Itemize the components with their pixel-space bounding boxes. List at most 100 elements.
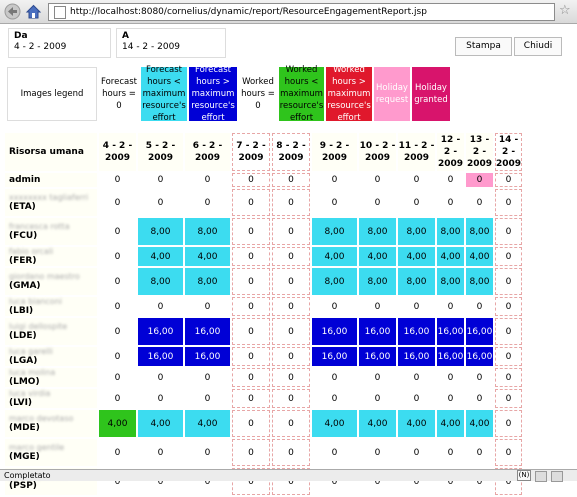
hours-cell: 16,00 (138, 318, 183, 345)
resource-code: (FCU) (9, 231, 38, 241)
resource-name-redacted: fabio orcali (9, 247, 54, 256)
hours-cell: 0 (398, 173, 435, 187)
hours-cell: 0 (272, 410, 310, 437)
hours-cell: 4,00 (466, 247, 493, 266)
hours-cell: 8,00 (312, 268, 357, 295)
hours-cell: 0 (99, 318, 136, 345)
hours-cell: 0 (495, 247, 523, 266)
hours-cell: 8,00 (398, 218, 435, 245)
hours-cell: 8,00 (437, 218, 464, 245)
table-row: luca garelli (LGA) 0 16,00 16,00 0 0 16,00 16,00… (5, 347, 523, 366)
hours-cell: 0 (99, 347, 136, 366)
hours-cell: 0 (359, 389, 396, 408)
addon-icon (551, 471, 563, 482)
resource-name-cell: giordano maestro (GMA) (5, 268, 97, 295)
date-header: 10 - 2 - 2009 (359, 133, 396, 171)
hours-cell: 0 (185, 297, 230, 316)
hours-cell: 4,00 (138, 247, 183, 266)
table-row: fabio orcali (FER) 0 4,00 4,00 0 0 4,00 4,00 4,00… (5, 247, 523, 266)
hours-cell: 4,00 (359, 410, 396, 437)
table-row: luigi dellospite (LDE) 0 16,00 16,00 0 0 16,00 1… (5, 318, 523, 345)
legend-title: Images legend (7, 67, 97, 121)
hours-cell: 0 (495, 318, 523, 345)
hours-cell: 0 (398, 297, 435, 316)
hours-cell: 16,00 (359, 318, 396, 345)
hours-cell: 4,00 (185, 247, 230, 266)
hours-cell: 0 (312, 173, 357, 187)
resource-name-cell: fabio orcali (FER) (5, 247, 97, 266)
resource-code: (PSP) (9, 481, 37, 491)
hours-cell: 0 (138, 439, 183, 466)
date-header: 6 - 2 - 2009 (185, 133, 230, 171)
date-header: 12 - 2 - 2009 (437, 133, 464, 171)
hours-cell: 0 (99, 173, 136, 187)
hours-cell: 0 (138, 189, 183, 216)
hours-cell: 0 (99, 247, 136, 266)
hours-cell: 0 (495, 347, 523, 366)
address-bar[interactable]: http://localhost:8080/cornelius/dynamic/… (48, 3, 555, 21)
bookmark-star-icon[interactable]: ☆ (559, 3, 571, 18)
hours-cell: 8,00 (312, 218, 357, 245)
hours-cell: 4,00 (312, 410, 357, 437)
hours-cell: 0 (495, 268, 523, 295)
back-arrow-icon[interactable] (4, 3, 21, 20)
resource-name-redacted: marco gentile (9, 443, 65, 452)
from-label: Da (14, 31, 28, 41)
resource-name-cell: luca virdia (LVI) (5, 389, 97, 408)
table-row: marco devotaso (MDE) 4,00 4,00 4,00 0 0 4,00 4,0… (5, 410, 523, 437)
date-header: 5 - 2 - 2009 (138, 133, 183, 171)
legend-forecast-under: Forecast hours < maximum resource's effo… (141, 65, 187, 123)
resource-code: (LBI) (9, 306, 34, 316)
legend-forecast-zero: Forecast hours = 0 (99, 67, 139, 121)
address-bar-text: http://localhost:8080/cornelius/dynamic/… (70, 7, 427, 17)
resource-code: (LGA) (9, 356, 38, 366)
hours-cell: 0 (99, 218, 136, 245)
hours-cell: 8,00 (138, 218, 183, 245)
home-icon[interactable] (25, 3, 42, 20)
hours-cell: 4,00 (359, 247, 396, 266)
resource-code: (MGE) (9, 452, 40, 462)
addon-icon (535, 471, 547, 482)
hours-cell: 16,00 (398, 318, 435, 345)
status-text: Completato (4, 471, 51, 480)
resource-code: (LMO) (9, 377, 40, 387)
hours-cell: 0 (495, 368, 523, 387)
to-label: A (122, 31, 129, 41)
hours-cell: 0 (232, 368, 270, 387)
resource-name-cell: admin (5, 173, 97, 187)
close-button[interactable]: Chiudi (514, 37, 562, 56)
resource-code: (FER) (9, 256, 37, 266)
hours-cell: 0 (185, 389, 230, 408)
hours-cell: 8,00 (359, 218, 396, 245)
hours-cell: 4,00 (138, 410, 183, 437)
resource-name-redacted: luigi dellospite (9, 322, 68, 331)
resource-name-cell: francesca rotta (FCU) (5, 218, 97, 245)
hours-cell: 0 (437, 173, 464, 187)
hours-cell: 0 (272, 268, 310, 295)
hours-cell: 0 (232, 218, 270, 245)
to-date-field: A 14 - 2 - 2009 (116, 28, 226, 58)
engagement-table: Risorsa umana 4 - 2 - 2009 5 - 2 - 2009 … (3, 131, 524, 497)
hours-cell: 0 (466, 189, 493, 216)
hours-cell: 0 (232, 268, 270, 295)
print-button[interactable]: Stampa (455, 37, 512, 56)
to-value: 14 - 2 - 2009 (122, 42, 181, 52)
browser-toolbar: http://localhost:8080/cornelius/dynamic/… (0, 0, 577, 24)
hours-cell: 0 (232, 247, 270, 266)
hours-cell: 0 (272, 218, 310, 245)
date-header: 13 - 2 - 2009 (466, 133, 493, 171)
hours-cell: 0 (495, 410, 523, 437)
table-row: francesca rotta (FCU) 0 8,00 8,00 0 0 8,00 8,00 8… (5, 218, 523, 245)
resource-name-redacted: luca garelli (9, 347, 53, 356)
hours-cell: 0 (398, 189, 435, 216)
hours-cell: 16,00 (398, 347, 435, 366)
hours-cell: 4,00 (466, 410, 493, 437)
table-row: luca virdia (LVI) 0 0 0 0 0 0 0 0 0 0 0 (5, 389, 523, 408)
resource-column-header: Risorsa umana (5, 133, 97, 171)
hours-cell: 0 (312, 368, 357, 387)
hours-cell: 0 (232, 297, 270, 316)
hours-cell: 0 (272, 439, 310, 466)
hours-cell: 0 (495, 389, 523, 408)
hours-cell: 0 (437, 189, 464, 216)
date-header: 7 - 2 - 2009 (232, 133, 270, 171)
